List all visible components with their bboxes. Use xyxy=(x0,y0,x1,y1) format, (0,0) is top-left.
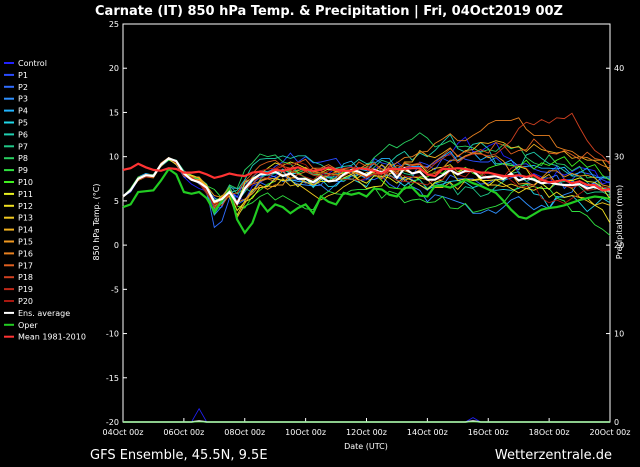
y2-axis-label: Precipitation (mm) xyxy=(615,185,624,259)
y-axis-label: 850 hPa Temp. (°C) xyxy=(92,183,101,260)
legend-label-p10: P10 xyxy=(18,178,33,187)
temp-line-p20 xyxy=(122,157,610,208)
y2-tick-label: 20 xyxy=(614,241,624,250)
legend-label-p19: P19 xyxy=(18,285,33,294)
y-tick-label: 15 xyxy=(109,108,119,117)
x-tick-label: 08Oct 00z xyxy=(224,428,265,437)
legend-label-p7: P7 xyxy=(18,142,28,151)
legend-label-p12: P12 xyxy=(18,202,33,211)
legend-label-p14: P14 xyxy=(18,226,33,235)
legend-label-oper: Oper xyxy=(18,321,38,330)
temp-line-mean-1981-2010 xyxy=(122,162,611,192)
temp-line-p18 xyxy=(122,112,611,203)
y-tick-label: 20 xyxy=(109,64,119,73)
y2-tick-label: 10 xyxy=(614,330,624,339)
legend-label-p9: P9 xyxy=(18,166,28,175)
y-tick-label: 0 xyxy=(114,241,119,250)
legend-label-mean-1981-2010: Mean 1981-2010 xyxy=(18,333,86,342)
legend-label-p3: P3 xyxy=(18,95,28,104)
y-tick-label: 10 xyxy=(109,153,119,162)
y-tick-label: 5 xyxy=(114,197,119,206)
footer-credit: Wetterzentrale.de xyxy=(495,448,612,463)
x-tick-label: 12Oct 00z xyxy=(346,428,387,437)
x-tick-label: 04Oct 00z xyxy=(103,428,144,437)
footer-source: GFS Ensemble, 45.5N, 9.5E xyxy=(90,448,268,463)
legend-label-p8: P8 xyxy=(18,154,28,163)
y-tick-label: -5 xyxy=(111,285,119,294)
y2-tick-label: 0 xyxy=(614,418,619,427)
temp-line-oper xyxy=(122,167,611,235)
y-tick-label: -15 xyxy=(106,374,119,383)
plot-area: 25 20 15 10 5 0 -5 -10 -15 -20 40 30 20 10 0 04Oct 00z 0… xyxy=(103,20,631,437)
legend-label-p1: P1 xyxy=(18,71,28,80)
legend-label-p6: P6 xyxy=(18,130,28,139)
legend-label-p15: P15 xyxy=(18,238,33,247)
y-tick-label: 25 xyxy=(109,20,119,29)
legend-label-control: Control xyxy=(18,59,47,68)
precip-series-group xyxy=(123,407,610,423)
legend-label-p16: P16 xyxy=(18,249,33,258)
y2-tick-label: 30 xyxy=(614,153,624,162)
legend-label-ens-average: Ens. average xyxy=(18,309,70,318)
legend-label-p4: P4 xyxy=(18,107,28,116)
temp-line-p15 xyxy=(122,152,611,204)
legend: Control P1 P2 P3 P4 P5 P6 P7 P8 P9 P10 P11 P12 P13 P14… xyxy=(4,59,86,342)
legend-label-p18: P18 xyxy=(18,273,33,282)
y-tick-label: -10 xyxy=(106,330,119,339)
temperature-series-group xyxy=(122,112,611,236)
y-tick-label: -20 xyxy=(106,418,119,427)
legend-label-p17: P17 xyxy=(18,261,33,270)
legend-label-p13: P13 xyxy=(18,214,33,223)
temp-line-ens-average xyxy=(122,157,610,206)
x-tick-label: 20Oct 00z xyxy=(590,428,631,437)
x-tick-label: 16Oct 00z xyxy=(468,428,509,437)
x-tick-label: 18Oct 00z xyxy=(529,428,570,437)
x-axis-label: Date (UTC) xyxy=(344,442,388,451)
legend-label-p5: P5 xyxy=(18,119,28,128)
legend-label-p20: P20 xyxy=(18,297,33,306)
legend-label-p11: P11 xyxy=(18,190,33,199)
y2-tick-label: 40 xyxy=(614,64,624,73)
x-tick-label: 14Oct 00z xyxy=(407,428,448,437)
legend-label-p2: P2 xyxy=(18,83,28,92)
x-tick-label: 10Oct 00z xyxy=(285,428,326,437)
x-tick-label: 06Oct 00z xyxy=(163,428,204,437)
chart-title: Carnate (IT) 850 hPa Temp. & Precipitati… xyxy=(95,4,563,19)
